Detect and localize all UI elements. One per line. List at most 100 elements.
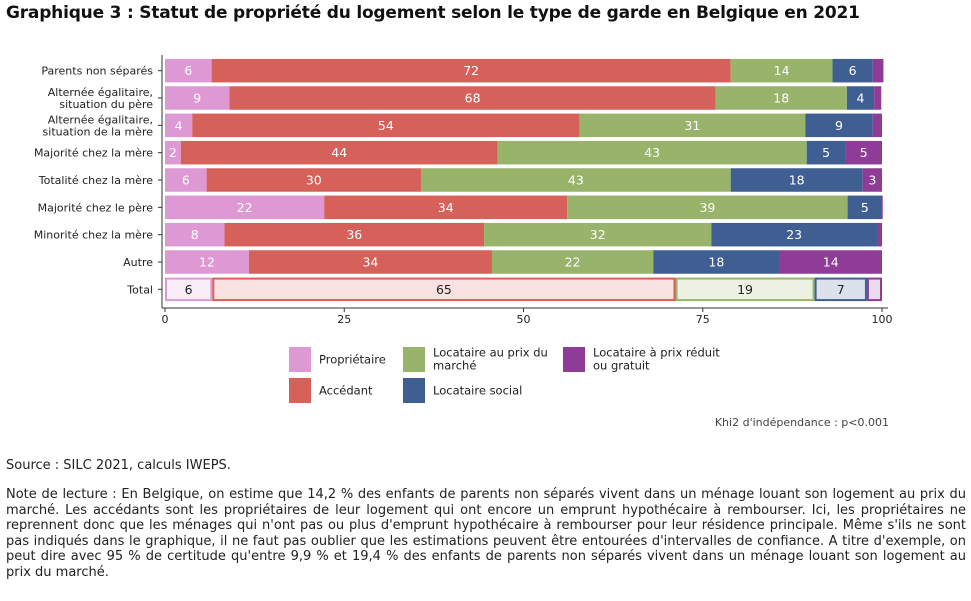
legend-swatch-locataire-au-prix-du-marche	[403, 347, 425, 372]
axes: 0 25 50 75 100	[158, 55, 893, 326]
legend-swatch-accedant	[289, 378, 311, 403]
bar-total-locataire-au-prix-du-marche	[675, 277, 815, 302]
bar-totalite-chez-la-mere-proprietaire	[165, 168, 207, 192]
data-label-majorite-chez-le-pere-accedant: 34	[438, 200, 454, 215]
bar-alternee-egalitaire-situation-du-pere-accedant	[229, 86, 716, 110]
bar-autre-proprietaire	[165, 250, 249, 274]
bar-autre-locataire-social	[653, 250, 780, 274]
legend-label-locataire-au-prix-du-marche: Locataire au prix du marché	[433, 346, 548, 373]
bar-parents-non-separes-proprietaire	[165, 58, 212, 83]
bars-layer: 6 72 14 69 68 18 44 54 31 92 44 43 5 56 30 43 18 322 34 39 5…	[165, 58, 884, 302]
data-label-total-locataire-social: 7	[837, 282, 845, 297]
bar-minorite-chez-la-mere-locataire-social	[711, 222, 877, 247]
bar-autre-locataire-a-prix-reduit-ou-gratuit	[779, 250, 882, 274]
legend-label-locataire-a-prix-reduit-ou-gratuit: Locataire à prix réduit ou gratuit	[593, 346, 720, 373]
bar-autre-locataire-au-prix-du-marche	[491, 250, 654, 274]
legend-label-accedant: Accédant	[319, 384, 373, 398]
data-label-totalite-chez-la-mere-accedant: 30	[306, 173, 322, 188]
bar-alternee-egalitaire-situation-du-pere-proprietaire	[165, 86, 230, 110]
data-label-totalite-chez-la-mere-locataire-a-prix-reduit-ou-gratuit: 3	[868, 173, 876, 188]
bar-alternee-egalitaire-situation-du-pere-locataire-social	[846, 86, 875, 110]
data-label-majorite-chez-la-mere-accedant: 44	[331, 145, 347, 160]
data-label-alternee-egalitaire-situation-de-la-mere-locataire-social: 9	[835, 118, 843, 133]
data-label-parents-non-separes-locataire-au-prix-du-marche: 14	[774, 63, 790, 78]
bar-total-accedant	[212, 277, 676, 302]
legend-swatch-locataire-social	[403, 378, 425, 403]
data-label-total-proprietaire: 6	[185, 282, 193, 297]
bar-majorite-chez-la-mere-accedant	[180, 140, 498, 165]
data-label-majorite-chez-la-mere-locataire-social: 5	[822, 145, 830, 160]
bar-totalite-chez-la-mere-accedant	[206, 168, 421, 192]
bar-parents-non-separes-locataire-au-prix-du-marche	[730, 58, 833, 83]
bar-minorite-chez-la-mere-accedant	[224, 222, 485, 247]
legend-swatch-locataire-a-prix-reduit-ou-gratuit	[563, 347, 585, 372]
bar-autre-accedant	[248, 250, 492, 274]
data-label-alternee-egalitaire-situation-du-pere-accedant: 68	[465, 91, 481, 106]
data-label-totalite-chez-la-mere-proprietaire: 6	[182, 173, 190, 188]
data-label-majorite-chez-le-pere-proprietaire: 22	[237, 200, 253, 215]
data-label-autre-accedant: 34	[362, 255, 378, 270]
bar-alternee-egalitaire-situation-de-la-mere-accedant	[192, 113, 580, 138]
chart-title: Graphique 3 : Statut de propriété du log…	[6, 3, 860, 23]
data-label-alternee-egalitaire-situation-de-la-mere-proprietaire: 4	[175, 118, 183, 133]
legend-swatch-proprietaire	[289, 347, 311, 372]
reading-note: Note de lecture : En Belgique, on estime…	[6, 487, 966, 580]
bar-total-proprietaire	[165, 277, 213, 302]
data-label-autre-locataire-au-prix-du-marche: 22	[565, 255, 581, 270]
x-tick-label-50: 50	[517, 313, 531, 326]
bar-totalite-chez-la-mere-locataire-a-prix-reduit-ou-gratuit	[862, 168, 882, 192]
y-axis-labels: Parents non séparés Alternée égalitaire, s…	[34, 65, 154, 297]
bar-majorite-chez-le-pere-locataire-a-prix-reduit-ou-gratuit	[882, 195, 883, 220]
khi2-note: Khi2 d'indépendance : p<0.001	[714, 416, 889, 429]
data-label-majorite-chez-la-mere-locataire-a-prix-reduit-ou-gratuit: 5	[860, 145, 868, 160]
y-tick-label-autre: Autre	[123, 256, 153, 269]
data-label-alternee-egalitaire-situation-du-pere-locataire-au-prix-du-marche: 18	[773, 91, 789, 106]
bar-parents-non-separes-accedant	[211, 58, 731, 83]
x-tick-label-25: 25	[337, 313, 351, 326]
data-label-parents-non-separes-accedant: 72	[463, 63, 479, 78]
x-tick-label-100: 100	[872, 313, 893, 326]
data-label-autre-locataire-a-prix-reduit-ou-gratuit: 14	[823, 255, 839, 270]
y-tick-label-majorite-chez-le-pere: Majorité chez le père	[38, 201, 154, 214]
data-label-parents-non-separes-locataire-social: 6	[849, 63, 857, 78]
bar-majorite-chez-la-mere-locataire-a-prix-reduit-ou-gratuit	[845, 140, 882, 165]
bar-alternee-egalitaire-situation-de-la-mere-locataire-a-prix-reduit-ou-gratuit	[872, 113, 882, 138]
data-label-minorite-chez-la-mere-accedant: 36	[346, 227, 362, 242]
data-label-total-locataire-au-prix-du-marche: 19	[737, 282, 753, 297]
data-label-autre-proprietaire: 12	[199, 255, 215, 270]
bar-minorite-chez-la-mere-proprietaire	[165, 222, 225, 247]
bar-alternee-egalitaire-situation-de-la-mere-proprietaire	[165, 113, 193, 138]
bar-majorite-chez-le-pere-locataire-au-prix-du-marche	[567, 195, 848, 220]
bar-totalite-chez-la-mere-locataire-social	[730, 168, 863, 192]
y-tick-label-minorite-chez-la-mere: Minorité chez la mère	[34, 229, 154, 242]
y-tick-label-totalite-chez-la-mere: Totalité chez la mère	[38, 174, 153, 187]
x-tick-label-75: 75	[696, 313, 710, 326]
bar-alternee-egalitaire-situation-du-pere-locataire-a-prix-reduit-ou-gratuit	[874, 86, 882, 110]
data-label-majorite-chez-le-pere-locataire-au-prix-du-marche: 39	[699, 200, 715, 215]
data-label-alternee-egalitaire-situation-de-la-mere-accedant: 54	[378, 118, 394, 133]
data-label-autre-locataire-social: 18	[708, 255, 724, 270]
legend-label-locataire-social: Locataire social	[433, 384, 522, 398]
bar-minorite-chez-la-mere-locataire-au-prix-du-marche	[484, 222, 712, 247]
y-tick-label-total: Total	[126, 283, 153, 296]
data-label-majorite-chez-la-mere-locataire-au-prix-du-marche: 43	[644, 145, 660, 160]
data-label-majorite-chez-le-pere-locataire-social: 5	[861, 200, 869, 215]
data-label-minorite-chez-la-mere-locataire-social: 23	[786, 227, 802, 242]
y-tick-label-alternee-egalitaire-situation-de-la-mere: Alternée égalitaire, situation de la mère	[43, 113, 154, 138]
y-tick-label-alternee-egalitaire-situation-du-pere: Alternée égalitaire, situation du père	[48, 86, 153, 111]
bar-alternee-egalitaire-situation-de-la-mere-locataire-au-prix-du-marche	[579, 113, 806, 138]
legend-label-proprietaire: Propriétaire	[319, 353, 386, 367]
data-label-alternee-egalitaire-situation-de-la-mere-locataire-au-prix-du-marche: 31	[684, 118, 700, 133]
data-label-majorite-chez-la-mere-proprietaire: 2	[169, 145, 177, 160]
bar-majorite-chez-le-pere-proprietaire	[165, 195, 325, 220]
bar-alternee-egalitaire-situation-de-la-mere-locataire-social	[805, 113, 873, 138]
data-label-parents-non-separes-proprietaire: 6	[184, 63, 192, 78]
bar-parents-non-separes-locataire-social	[832, 58, 873, 83]
data-label-totalite-chez-la-mere-locataire-social: 18	[789, 173, 805, 188]
bar-majorite-chez-le-pere-accedant	[324, 195, 568, 220]
y-tick-label-majorite-chez-la-mere: Majorité chez la mère	[34, 147, 153, 160]
bar-majorite-chez-le-pere-locataire-social	[847, 195, 882, 220]
data-label-totalite-chez-la-mere-locataire-au-prix-du-marche: 43	[568, 173, 584, 188]
data-label-alternee-egalitaire-situation-du-pere-proprietaire: 9	[193, 91, 201, 106]
bar-total-locataire-a-prix-reduit-ou-gratuit	[866, 277, 882, 302]
